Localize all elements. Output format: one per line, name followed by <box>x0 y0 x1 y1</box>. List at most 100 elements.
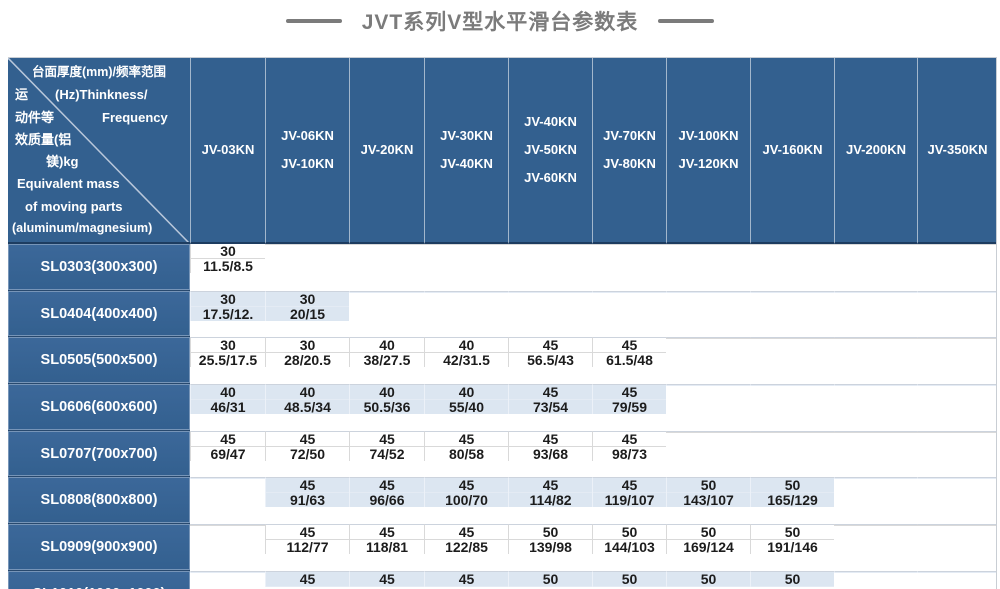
data-cell: 45 100/70 <box>424 477 508 508</box>
data-cell: 50 191/146 <box>750 524 834 555</box>
data-cell: 50 165/129 <box>750 477 834 508</box>
data-cell-wrap: 45 119/107 <box>592 477 666 524</box>
data-cell-wrap: 50 139/98 <box>508 524 592 571</box>
data-cell: 45 <box>349 570 424 587</box>
column-header: JV-350KN <box>917 58 996 244</box>
cell-frequency-value: 11.5/8.5 <box>191 258 265 273</box>
cell-frequency-value: 122/85 <box>425 539 508 554</box>
data-cell: 45 91/63 <box>265 477 349 508</box>
corner-label-line: 镁)kg <box>8 151 190 172</box>
data-cell <box>917 244 996 245</box>
data-cell <box>190 570 265 573</box>
data-cell: 45 114/82 <box>508 477 592 508</box>
cell-frequency-value: 191/146 <box>751 539 834 554</box>
data-cell <box>508 244 592 245</box>
cell-frequency-value: 100/70 <box>425 492 508 507</box>
corner-label-segment: 台面厚度(mm)/频率范围 <box>32 65 167 80</box>
cell-thickness-value: 45 <box>458 477 475 494</box>
corner-label-segment: Equivalent mass <box>17 176 120 192</box>
data-cell-wrap <box>834 524 917 571</box>
data-cell: 50 169/124 <box>666 524 750 555</box>
cell-thickness-value: 40 <box>379 337 395 354</box>
column-header: JV-30KN JV-40KN <box>424 58 508 244</box>
data-cell-wrap <box>508 244 592 291</box>
cell-frequency-value <box>425 585 508 587</box>
data-cell <box>190 524 265 527</box>
data-cell-wrap: 30 25.5/17.5 <box>190 337 265 384</box>
data-cell-wrap <box>917 430 996 478</box>
cell-thickness-value: 50 <box>700 570 717 587</box>
data-cell-wrap: 45 122/85 <box>424 524 508 571</box>
cell-frequency-value <box>191 525 265 527</box>
cell-frequency-value: 96/66 <box>350 492 424 507</box>
data-cell-wrap <box>834 570 917 589</box>
cell-thickness-value: 50 <box>784 524 801 541</box>
data-cell-wrap: 30 11.5/8.5 <box>190 244 265 291</box>
cell-thickness-value: 40 <box>220 384 236 401</box>
data-cell <box>666 337 750 340</box>
cell-frequency-value <box>835 385 917 387</box>
cell-thickness-value: 40 <box>299 384 316 401</box>
cell-thickness-value: 45 <box>299 430 316 447</box>
data-cell-wrap: 45 <box>424 570 508 589</box>
corner-label-line: 效质量(铝 <box>8 129 190 150</box>
data-cell-wrap: 45 61.5/48 <box>592 337 666 384</box>
data-cell-wrap: 45 74/52 <box>349 430 424 478</box>
cell-frequency-value <box>835 291 917 293</box>
cell-thickness-value: 50 <box>621 570 638 587</box>
data-cell-wrap <box>834 290 917 338</box>
data-cell: 50 <box>666 570 750 587</box>
cell-thickness-value: 45 <box>299 570 316 587</box>
cell-frequency-value <box>751 338 834 340</box>
cell-frequency-value <box>509 585 592 587</box>
data-cell: 45 69/47 <box>190 430 265 461</box>
cell-frequency-value: 72/50 <box>266 445 349 461</box>
data-cell-wrap: 40 48.5/34 <box>265 384 349 431</box>
data-cell <box>917 570 996 573</box>
data-cell-wrap <box>508 290 592 338</box>
cell-frequency-value <box>667 291 750 293</box>
cell-frequency-value: 144/103 <box>593 539 666 554</box>
data-cell-wrap: 45 72/50 <box>265 430 349 478</box>
data-cell-wrap: 50 191/146 <box>750 524 834 571</box>
data-cell <box>917 524 996 527</box>
cell-thickness-value: 50 <box>542 524 559 541</box>
cell-frequency-value: 69/47 <box>191 445 265 461</box>
column-header-line: JV-160KN <box>762 142 823 157</box>
cell-frequency-value <box>751 431 834 433</box>
row-header: SL0505(500x500) <box>8 337 190 385</box>
cell-thickness-value: 40 <box>458 384 475 401</box>
corner-label-segment: 镁)kg <box>46 154 79 170</box>
data-cell <box>834 290 917 293</box>
data-cell: 45 112/77 <box>265 524 349 555</box>
corner-label-segment: 效质量(铝 <box>15 131 72 147</box>
data-cell-wrap: 45 98/73 <box>592 430 666 478</box>
data-cell <box>349 244 424 245</box>
data-cell-wrap: 50 169/124 <box>666 524 750 571</box>
data-cell-wrap: 45 73/54 <box>508 384 592 431</box>
corner-label-line: 台面厚度(mm)/频率范围 <box>8 62 190 83</box>
data-cell-wrap <box>834 337 917 384</box>
data-cell-wrap: 40 46/31 <box>190 384 265 431</box>
data-cell-wrap <box>917 384 996 431</box>
cell-frequency-value <box>751 385 834 387</box>
data-cell <box>917 430 996 433</box>
data-cell-wrap: 45 118/81 <box>349 524 424 571</box>
data-cell-wrap <box>424 244 508 291</box>
data-cell: 45 72/50 <box>265 430 349 461</box>
cell-frequency-value: 73/54 <box>509 399 592 414</box>
data-cell-wrap: 50 143/107 <box>666 477 750 524</box>
parameter-table: 台面厚度(mm)/频率范围运 (Hz)Thinkness/动件等 Frequency… <box>8 57 997 589</box>
corner-label-segment: 动件等 <box>15 109 55 125</box>
column-header-line: JV-20KN <box>360 142 414 157</box>
data-cell-wrap: 45 56.5/43 <box>508 337 592 384</box>
data-cell <box>190 477 265 480</box>
column-header-line: JV-10KN <box>281 156 334 171</box>
column-header-line: JV-50KN <box>524 142 577 157</box>
cell-frequency-value: 74/52 <box>350 445 424 461</box>
data-cell: 30 28/20.5 <box>265 337 349 368</box>
cell-thickness-value: 50 <box>542 570 559 587</box>
data-cell: 45 74/52 <box>349 430 424 461</box>
data-cell-wrap: 45 93/68 <box>508 430 592 478</box>
corner-label-segment: Frequency <box>102 109 168 125</box>
